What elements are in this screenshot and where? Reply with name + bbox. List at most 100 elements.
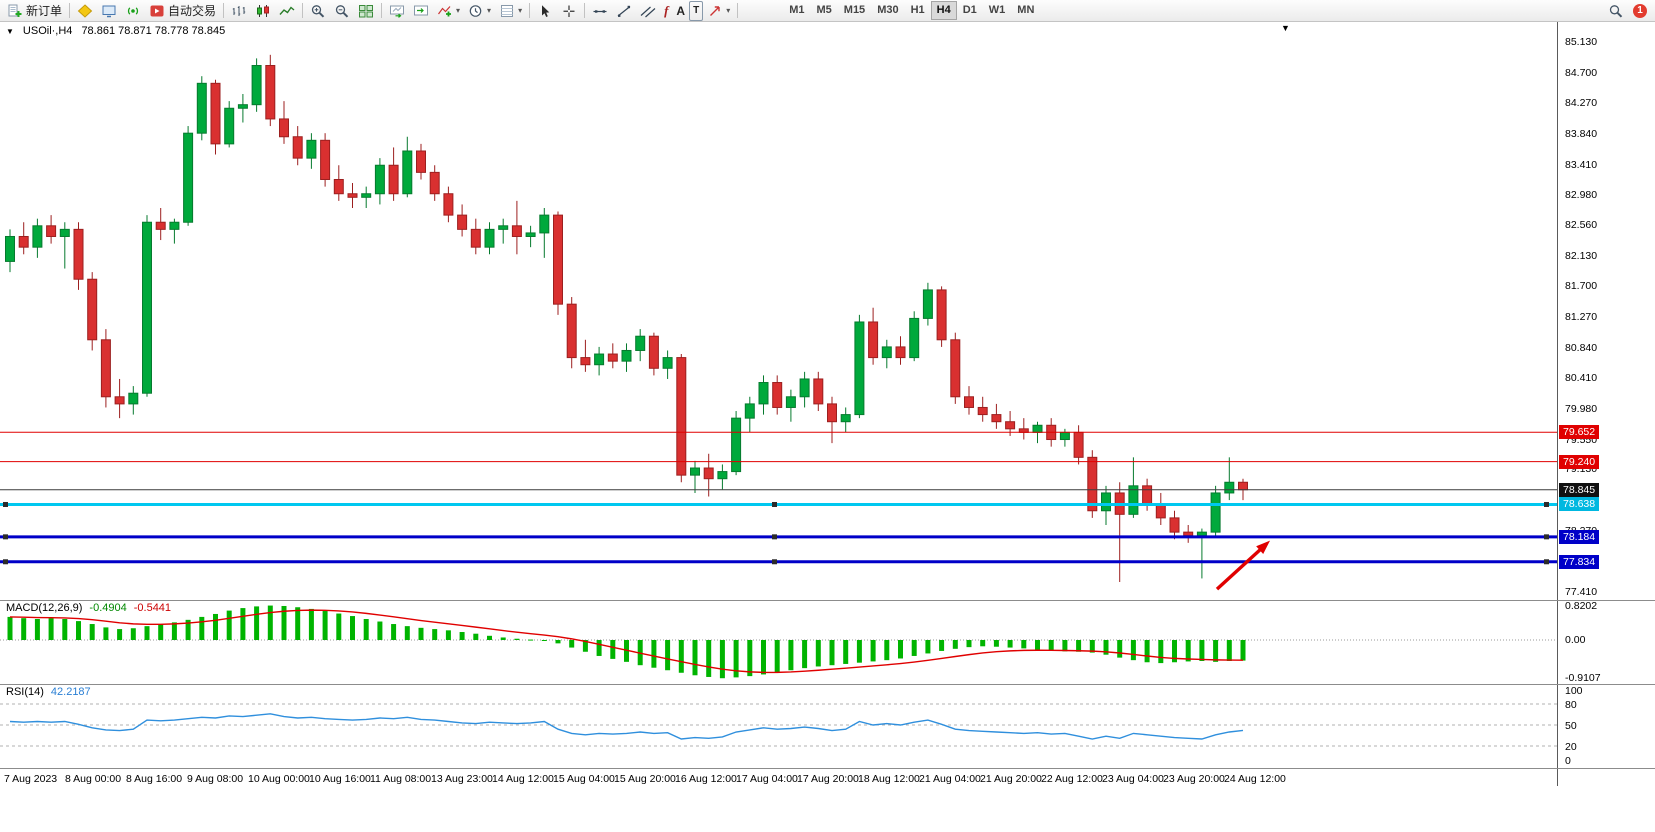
timeframe-h1[interactable]: H1 [910, 4, 925, 16]
notification-badge[interactable]: 1 [1633, 3, 1647, 18]
price-axis-label: 84.270 [1565, 97, 1598, 110]
date-axis-label: 9 Aug 08:00 [187, 773, 244, 785]
zoom-in-icon [311, 4, 325, 18]
price-axis-label: 83.840 [1565, 127, 1598, 140]
tile-windows-button[interactable] [354, 1, 378, 21]
candle-down [457, 214, 468, 230]
candle-up [306, 139, 317, 159]
bar-chart-icon [232, 5, 246, 16]
indicators-button[interactable]: ▾ [433, 1, 464, 21]
trendline-button[interactable] [612, 1, 636, 21]
cursor-button[interactable] [533, 1, 557, 21]
chevron-down-icon: ▾ [456, 6, 461, 15]
timeframe-d1[interactable]: D1 [962, 4, 977, 16]
candle-up [785, 396, 796, 408]
candle-down [977, 406, 988, 416]
macd-histogram-bar [130, 628, 136, 640]
line-handle[interactable] [1544, 534, 1549, 540]
scale-marker-icon: ▼ [1281, 23, 1290, 33]
macd-panel[interactable] [0, 600, 1557, 684]
candlestick-chart-button[interactable] [251, 1, 275, 21]
macd-histogram-bar [171, 622, 177, 640]
alerts-button[interactable] [121, 1, 145, 21]
candle-down [772, 382, 783, 408]
candle-down [813, 378, 824, 405]
timeframe-mn[interactable]: MN [1017, 4, 1035, 16]
auto-trading-button[interactable]: 自动交易 [145, 1, 220, 21]
horizontal-line-button[interactable] [588, 1, 612, 21]
toolbar-right: 1 [1604, 1, 1652, 21]
timeframe-h4[interactable]: H4 [930, 1, 957, 20]
panel-separator[interactable] [0, 768, 1655, 769]
fibonacci-button[interactable]: f [664, 2, 669, 18]
zoom-in-button[interactable] [306, 1, 330, 21]
equidistant-channel-button[interactable] [636, 1, 660, 21]
candle-up [635, 335, 646, 351]
macd-histogram-bar [1185, 640, 1191, 662]
date-axis-label: 17 Aug 20:00 [797, 773, 859, 785]
auto-trading-icon [150, 5, 164, 16]
macd-histogram-bar [898, 640, 903, 659]
metaeditor-button[interactable] [73, 1, 97, 21]
price-axis-label: 85.130 [1565, 36, 1598, 48]
crosshair-button[interactable] [557, 1, 581, 21]
panel-separator[interactable] [0, 684, 1655, 685]
candle-down [511, 225, 522, 237]
line-handle[interactable] [772, 501, 777, 507]
periods-button[interactable]: ▾ [464, 1, 495, 21]
toolbar-separator [584, 3, 586, 18]
macd-histogram-bar [445, 630, 451, 640]
timeframe-m30[interactable]: M30 [877, 4, 899, 16]
bar-chart-button[interactable] [227, 1, 251, 21]
timeframe-m15[interactable]: M15 [843, 4, 866, 16]
search-button[interactable] [1604, 1, 1628, 21]
candle-up [854, 321, 865, 416]
candle-down [703, 467, 714, 480]
candle-down [566, 303, 577, 359]
arrows-button[interactable]: ▾ [703, 1, 734, 21]
macd-histogram-bar [747, 640, 753, 677]
line-handle[interactable] [3, 559, 8, 565]
zoom-out-button[interactable] [330, 1, 354, 21]
rsi-axis-label: 20 [1565, 741, 1577, 753]
time-axis[interactable]: 7 Aug 2023 8 Aug 00:00 8 Aug 16:00 9 Aug 08… [0, 769, 1557, 789]
profiles-button[interactable] [97, 1, 121, 21]
timeframe-m5[interactable]: M5 [816, 4, 832, 16]
text-label-button[interactable]: T [689, 0, 704, 21]
chart-shift-button[interactable] [409, 1, 433, 21]
timeframe-m1[interactable]: M1 [789, 4, 805, 16]
line-handle[interactable] [3, 534, 8, 540]
date-axis-label: 16 Aug 12:00 [675, 773, 737, 785]
candle-down [950, 339, 961, 398]
date-axis-label: 23 Aug 20:00 [1163, 773, 1225, 785]
text-button[interactable]: A [676, 3, 686, 18]
rsi-header: RSI(14) 42.2187 [6, 686, 91, 698]
chart-menu-icon[interactable]: ▼ [6, 26, 14, 36]
new-order-button[interactable]: 新订单 [3, 1, 66, 21]
auto-scroll-button[interactable] [385, 1, 409, 21]
main-chart[interactable] [0, 22, 1557, 600]
crosshair-icon [563, 5, 575, 17]
line-handle[interactable] [772, 534, 777, 540]
line-handle[interactable] [3, 501, 8, 507]
price-badge: 78.638 [1559, 497, 1600, 512]
arrow-object-head[interactable] [1256, 540, 1270, 554]
price-axis[interactable]: 85.130 84.700 84.270 83.840 83.410 82.980 82.5… [1557, 22, 1655, 786]
toolbar-separator [381, 3, 383, 18]
line-handle[interactable] [1544, 559, 1549, 565]
candle-up [1196, 531, 1207, 537]
macd-histogram-bar [596, 640, 602, 656]
macd-histogram-bar [843, 640, 849, 664]
rsi-panel[interactable] [0, 684, 1557, 768]
line-handle[interactable] [1544, 501, 1549, 507]
line-chart-button[interactable] [275, 1, 299, 21]
arrow-object-line[interactable] [1215, 544, 1266, 591]
line-handle[interactable] [772, 559, 777, 565]
price-axis-label: 82.130 [1565, 249, 1598, 262]
candle-down [553, 214, 563, 305]
panel-separator[interactable] [0, 600, 1655, 601]
date-axis-label: 8 Aug 16:00 [126, 773, 183, 785]
timeframe-w1[interactable]: W1 [988, 4, 1006, 16]
macd-histogram-bar [1240, 640, 1246, 661]
templates-button[interactable]: ▾ [495, 1, 526, 21]
